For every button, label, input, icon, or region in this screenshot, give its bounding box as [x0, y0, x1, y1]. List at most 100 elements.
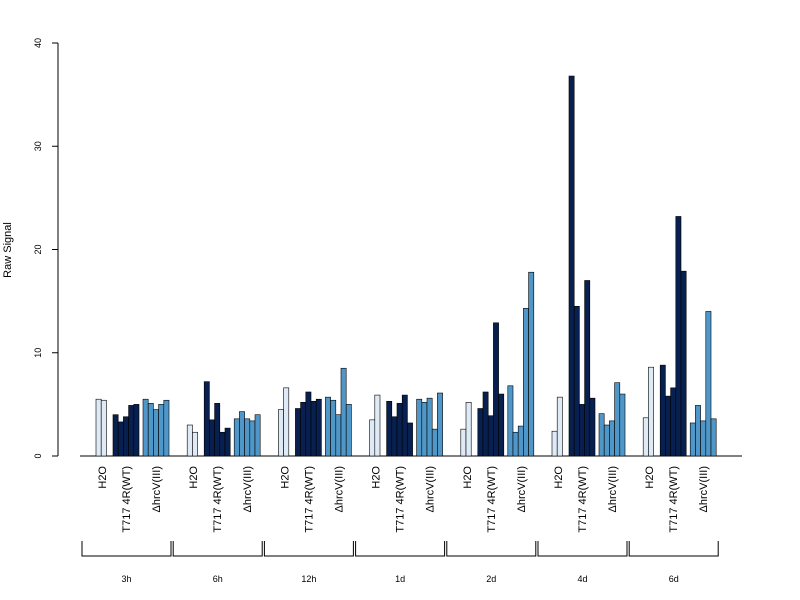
- bar-6h-hrcv-4: [249, 420, 256, 457]
- bar-6h-wt-4: [219, 431, 226, 457]
- bar-6h-hrcv-2: [239, 411, 245, 457]
- bar-6h-wt-2: [209, 419, 215, 457]
- bar-2d-wt-4: [493, 322, 499, 457]
- bar-4d-hrcv-3: [609, 420, 615, 457]
- bar-6d-hrcv-4: [705, 311, 712, 457]
- timepoint-label-6d: 6d: [669, 574, 679, 584]
- bar-12h-hrcv-4: [340, 367, 347, 457]
- bar-6d-wt-5: [680, 270, 687, 457]
- bracket-6d: [628, 541, 719, 557]
- bar-1d-hrcv-4: [431, 428, 438, 457]
- bars: [95, 75, 717, 457]
- bar-2d-wt-1: [477, 408, 484, 457]
- bar-4d-hrcv-2: [603, 424, 610, 457]
- bracket-4d: [537, 541, 628, 557]
- bar-6d-h2o-1: [642, 417, 649, 457]
- bar-4d-wt-4: [584, 280, 591, 457]
- bracket-6h: [172, 541, 263, 557]
- timepoint-label-3h: 3h: [121, 574, 131, 584]
- bar-6h-h2o-1: [186, 424, 193, 457]
- y-tick-label: 0: [33, 453, 43, 458]
- bar-6d-hrcv-1: [689, 422, 696, 457]
- condition-label-wt: T717 4R(WT): [212, 466, 224, 533]
- bar-2d-hrcv-1: [507, 385, 514, 457]
- bar-12h-wt-3: [305, 391, 312, 457]
- condition-label-wt: T717 4R(WT): [577, 466, 589, 533]
- bar-3h-wt-1: [112, 414, 119, 457]
- bar-12h-wt-1: [295, 408, 301, 457]
- bar-2d-hrcv-4: [523, 308, 529, 457]
- y-axis-label: Raw Signal: [2, 222, 14, 278]
- bar-3h-hrcv-2: [147, 403, 154, 457]
- bar-12h-h2o-2: [283, 387, 290, 457]
- condition-label-h2o: H2O: [279, 466, 291, 489]
- bar-2d-wt-5: [498, 393, 505, 457]
- bar-3h-wt-2: [117, 421, 124, 457]
- y-tick-label: 20: [33, 244, 43, 254]
- bar-2d-h2o-1: [460, 428, 467, 457]
- bar-4d-wt-1: [568, 75, 575, 457]
- bar-12h-hrcv-3: [335, 414, 342, 457]
- condition-label-wt: T717 4R(WT): [395, 466, 407, 533]
- y-tick-label: 30: [33, 141, 43, 151]
- bar-1d-wt-2: [391, 416, 398, 457]
- condition-label-hrcv: ΔhrcV(III): [516, 466, 528, 512]
- condition-labels: H2O T717 4R(WT) ΔhrcV(III) H2O T717 4R(WT) Δh…: [97, 466, 710, 533]
- y-tick-label: 40: [33, 38, 43, 48]
- condition-label-h2o: H2O: [371, 466, 383, 489]
- bar-2d-wt-2: [482, 391, 489, 457]
- bar-4d-h2o-2: [556, 396, 563, 457]
- bar-2d-h2o-2: [465, 402, 472, 457]
- bracket-3h: [81, 541, 172, 557]
- bar-12h-wt-5: [315, 398, 322, 457]
- bar-1d-hrcv-3: [426, 397, 433, 457]
- bar-1d-hrcv-1: [416, 398, 423, 457]
- bar-12h-hrcv-5: [345, 404, 352, 457]
- timepoint-brackets: [81, 541, 719, 557]
- bar-6h-wt-5: [224, 427, 231, 457]
- bar-6h-hrcv-1: [233, 418, 240, 457]
- bracket-2d: [446, 541, 537, 557]
- bar-1d-hrcv-2: [421, 402, 428, 457]
- bar-3h-hrcv-4: [158, 404, 165, 457]
- bar-3h-hrcv-1: [142, 398, 149, 457]
- bar-2d-hrcv-5: [528, 271, 535, 457]
- bar-12h-wt-2: [300, 402, 307, 457]
- y-tick-label: 10: [33, 348, 43, 358]
- bar-2d-hrcv-3: [517, 425, 524, 457]
- timepoint-label-4d: 4d: [577, 574, 587, 584]
- y-axis: 0 10 20 30 40: [33, 38, 59, 459]
- condition-label-h2o: H2O: [188, 466, 200, 489]
- bracket-12h: [263, 541, 354, 557]
- bar-4d-wt-5: [589, 397, 596, 457]
- bar-6d-hrcv-5: [710, 418, 717, 457]
- bar-6d-hrcv-3: [700, 420, 707, 457]
- bar-6d-wt-2: [665, 395, 671, 457]
- bar-6h-wt-3: [214, 403, 221, 457]
- bar-4d-h2o-1: [551, 430, 558, 457]
- timepoint-label-12h: 12h: [301, 574, 316, 584]
- condition-label-h2o: H2O: [462, 466, 474, 489]
- bar-1d-wt-5: [407, 422, 413, 457]
- bar-12h-wt-4: [310, 400, 317, 457]
- bar-1d-wt-3: [396, 403, 403, 457]
- timepoint-label-2d: 2d: [486, 574, 496, 584]
- bracket-1d: [355, 541, 446, 557]
- timepoint-labels: 3h 6h 12h 1d 2d 4d 6d: [121, 574, 678, 584]
- bar-2d-hrcv-2: [512, 431, 519, 457]
- bar-6d-wt-4: [675, 216, 682, 457]
- bar-2d-wt-3: [487, 415, 494, 457]
- condition-label-hrcv: ΔhrcV(III): [151, 466, 163, 512]
- condition-label-h2o: H2O: [553, 466, 565, 489]
- bar-3h-hrcv-3: [153, 409, 159, 457]
- condition-label-wt: T717 4R(WT): [668, 466, 680, 533]
- bar-3h-hrcv-5: [163, 399, 170, 457]
- bar-12h-hrcv-2: [330, 399, 337, 457]
- condition-label-wt: T717 4R(WT): [303, 466, 315, 533]
- bar-1d-h2o-2: [374, 394, 381, 457]
- bar-4d-wt-2: [573, 305, 580, 457]
- timepoint-label-1d: 1d: [395, 574, 405, 584]
- bar-6d-wt-1: [659, 364, 666, 457]
- condition-label-hrcv: ΔhrcV(III): [333, 466, 345, 512]
